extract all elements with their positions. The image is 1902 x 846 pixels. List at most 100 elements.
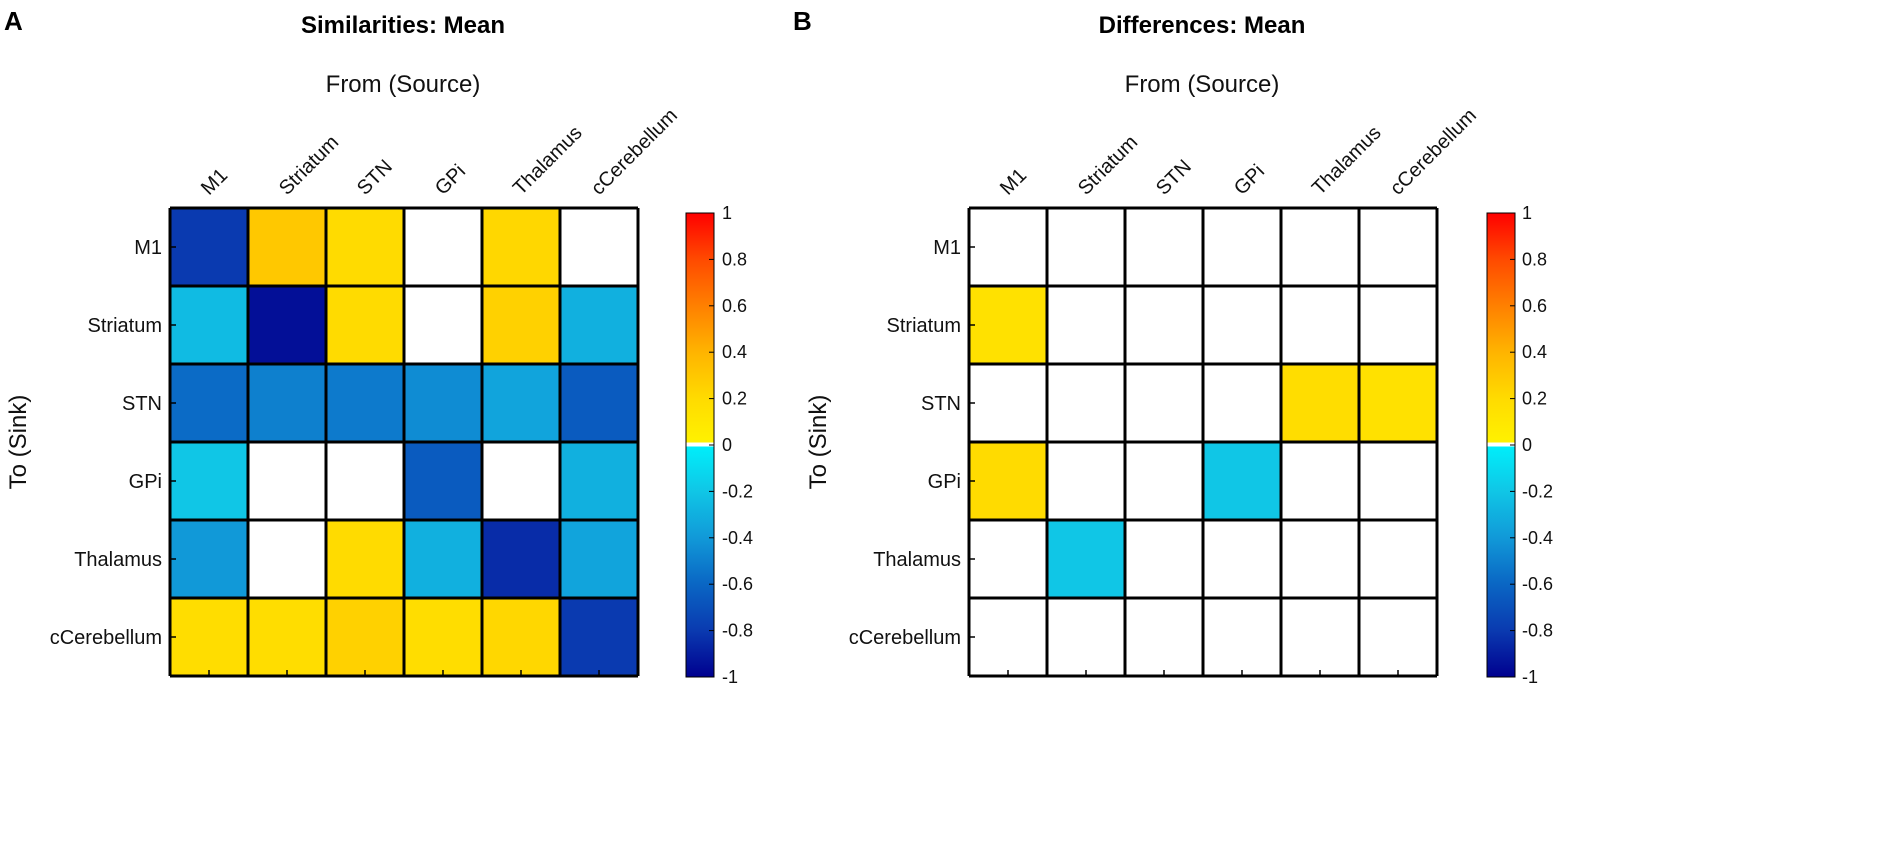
panel-a-cell-4-2 — [326, 520, 404, 598]
panel-a-cell-3-4 — [482, 442, 560, 520]
panel-a-cell-0-2 — [326, 208, 404, 286]
panel-b-cell-4-2 — [1125, 520, 1203, 598]
panel-a-cell-3-0 — [170, 442, 248, 520]
panel-b-x-tick-label: M1 — [996, 164, 1031, 199]
panel-b-colorbar-tick-label: -1 — [1522, 667, 1538, 687]
panel-a-cell-1-3 — [404, 286, 482, 364]
panel-b-cell-1-5 — [1359, 286, 1437, 364]
panel-a-y-tick-label: STN — [122, 393, 162, 415]
panel-b-cell-3-3 — [1203, 442, 1281, 520]
panel-b-colorbar-tick-label: 0.6 — [1522, 296, 1547, 316]
panel-b-cell-4-5 — [1359, 520, 1437, 598]
panel-a-colorbar-tick-label: 0.4 — [722, 342, 747, 362]
panel-b-cell-1-1 — [1047, 286, 1125, 364]
panel-b-cell-3-2 — [1125, 442, 1203, 520]
panel-b-cell-1-3 — [1203, 286, 1281, 364]
panel-b-cell-0-1 — [1047, 208, 1125, 286]
panel-a-x-axis-label: From (Source) — [326, 71, 481, 98]
panel-a-cell-0-1 — [248, 208, 326, 286]
panel-b-cell-1-2 — [1125, 286, 1203, 364]
panel-b-cell-5-2 — [1125, 598, 1203, 676]
panel-a-x-tick-label: M1 — [197, 164, 232, 199]
panel-a-colorbar-tick-label: -1 — [722, 667, 738, 687]
panel-b-y-tick-label: STN — [921, 393, 961, 415]
panel-a-cell-4-4 — [482, 520, 560, 598]
panel-a-cell-5-5 — [560, 598, 638, 676]
panel-b-y-tick-label: Thalamus — [873, 549, 961, 571]
panel-b-cell-2-2 — [1125, 364, 1203, 442]
panel-a-y-tick-label: Striatum — [88, 315, 162, 337]
panel-a-colorbar-tick-label: -0.8 — [722, 621, 753, 641]
panel-a-cell-2-5 — [560, 364, 638, 442]
panel-b-colorbar-tick-label: 0 — [1522, 435, 1532, 455]
panel-a-x-tick-label: STN — [353, 156, 397, 200]
panel-a-cell-5-3 — [404, 598, 482, 676]
panel-b-cell-2-5 — [1359, 364, 1437, 442]
panel-b-cell-2-3 — [1203, 364, 1281, 442]
panel-a-cell-0-3 — [404, 208, 482, 286]
panel-b-colorbar-tick-label: 0.2 — [1522, 389, 1547, 409]
panel-a-cell-1-4 — [482, 286, 560, 364]
panel-b-cell-4-3 — [1203, 520, 1281, 598]
panel-b-cell-5-4 — [1281, 598, 1359, 676]
panel-a-cell-2-2 — [326, 364, 404, 442]
panel-a-colorbar-tick-label: -0.6 — [722, 574, 753, 594]
panel-b-x-tick-label: STN — [1152, 156, 1196, 200]
panel-a-y-axis-label: To (Sink) — [5, 395, 32, 490]
panel-b-cell-4-1 — [1047, 520, 1125, 598]
panel-b-cell-1-0 — [969, 286, 1047, 364]
panel-a-colorbar-tick-label: 1 — [722, 203, 732, 223]
panel-a-cell-5-0 — [170, 598, 248, 676]
panel-a-cell-3-1 — [248, 442, 326, 520]
panel-a-y-tick-label: cCerebellum — [50, 627, 162, 649]
panel-b-cell-0-2 — [1125, 208, 1203, 286]
panel-a-cell-1-1 — [248, 286, 326, 364]
panel-b-x-tick-label: GPi — [1230, 160, 1269, 199]
panel-b-y-axis-label: To (Sink) — [805, 395, 832, 490]
panel-b-cell-2-1 — [1047, 364, 1125, 442]
panel-a-cell-1-5 — [560, 286, 638, 364]
panel-b-cell-5-0 — [969, 598, 1047, 676]
panel-b-y-tick-label: Striatum — [887, 315, 961, 337]
panel-a-cell-1-2 — [326, 286, 404, 364]
panel-b-cell-0-5 — [1359, 208, 1437, 286]
panel-a-cell-4-5 — [560, 520, 638, 598]
panel-b-cell-1-4 — [1281, 286, 1359, 364]
panel-a-x-tick-label: GPi — [431, 160, 470, 199]
panel-a-cell-4-1 — [248, 520, 326, 598]
panel-a-cell-5-4 — [482, 598, 560, 676]
panel-b-cell-2-4 — [1281, 364, 1359, 442]
panel-a-cell-0-5 — [560, 208, 638, 286]
panel-a-colorbar-tick-label: -0.4 — [722, 528, 753, 548]
panel-b-cell-5-1 — [1047, 598, 1125, 676]
panel-a-x-tick-label: cCerebellum — [587, 105, 682, 200]
panel-b-cell-5-3 — [1203, 598, 1281, 676]
panel-b-x-tick-label: Thalamus — [1308, 122, 1386, 200]
panel-a-cell-3-3 — [404, 442, 482, 520]
panel-b-colorbar-tick-label: -0.4 — [1522, 528, 1553, 548]
panel-a-cell-5-2 — [326, 598, 404, 676]
panel-a-y-tick-label: Thalamus — [74, 549, 162, 571]
panel-a-cell-0-4 — [482, 208, 560, 286]
panel-b-x-axis-label: From (Source) — [1125, 71, 1280, 98]
panel-b-cell-4-4 — [1281, 520, 1359, 598]
panel-a-title: Similarities: Mean — [301, 12, 505, 39]
panel-b-cell-3-4 — [1281, 442, 1359, 520]
panel-a-y-tick-label: GPi — [129, 471, 162, 493]
panel-b-cell-3-1 — [1047, 442, 1125, 520]
panel-b-colorbar-tick-label: 0.4 — [1522, 342, 1547, 362]
panel-a-y-tick-label: M1 — [134, 237, 162, 259]
panel-a-cell-2-4 — [482, 364, 560, 442]
panel-b-y-tick-label: cCerebellum — [849, 627, 961, 649]
panel-b-cell-0-0 — [969, 208, 1047, 286]
panel-b-cell-4-0 — [969, 520, 1047, 598]
panel-a-x-tick-label: Striatum — [275, 131, 343, 199]
panel-a-cell-4-0 — [170, 520, 248, 598]
panel-b-cell-0-4 — [1281, 208, 1359, 286]
panel-b-title: Differences: Mean — [1099, 12, 1306, 39]
panel-b-colorbar-tick-label: -0.2 — [1522, 481, 1553, 501]
panel-b-colorbar-tick-label: -0.8 — [1522, 621, 1553, 641]
panel-a-cell-5-1 — [248, 598, 326, 676]
panel-a-cell-0-0 — [170, 208, 248, 286]
